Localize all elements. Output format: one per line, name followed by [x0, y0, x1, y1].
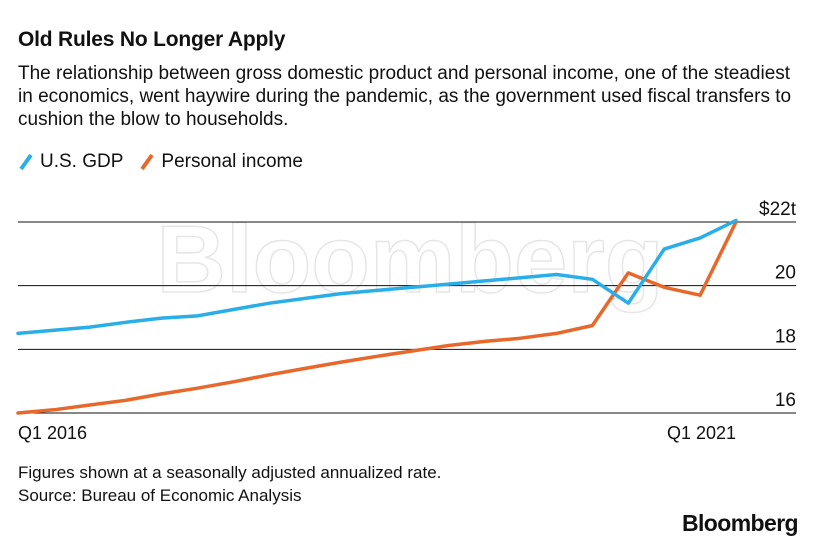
x-tick-label: Q1 2021 [667, 423, 736, 443]
source-note: Source: Bureau of Economic Analysis [18, 486, 302, 505]
x-tick-label: Q1 2016 [18, 423, 87, 443]
y-tick-label: $22t [759, 199, 797, 220]
legend: U.S. GDP Personal income [18, 151, 319, 173]
chart-title: Old Rules No Longer Apply [18, 28, 286, 51]
chart-subtitle: The relationship between gross domestic … [18, 63, 792, 130]
x-axis-labels: Q1 2016 Q1 2021 [18, 423, 736, 443]
legend-swatch-gdp [19, 153, 33, 171]
legend-label-gdp: U.S. GDP [40, 151, 124, 172]
y-axis-labels: $22t 20 18 16 [759, 199, 797, 411]
legend-swatch-income [140, 153, 155, 171]
footnote: Figures shown at a seasonally adjusted a… [18, 463, 442, 482]
legend-item-gdp: U.S. GDP [18, 151, 123, 173]
legend-item-income: Personal income [139, 151, 303, 173]
series-line-income [16, 220, 738, 415]
bloomberg-logo: Bloomberg [682, 510, 799, 536]
gridlines [18, 221, 796, 414]
legend-label-income: Personal income [161, 151, 303, 172]
series-lines [16, 218, 738, 415]
y-tick-label: 16 [775, 390, 796, 411]
watermark: Bloomberg [157, 206, 664, 313]
y-tick-label: 20 [775, 263, 796, 284]
series-line-gdp [16, 218, 738, 336]
y-tick-label: 18 [775, 326, 796, 347]
